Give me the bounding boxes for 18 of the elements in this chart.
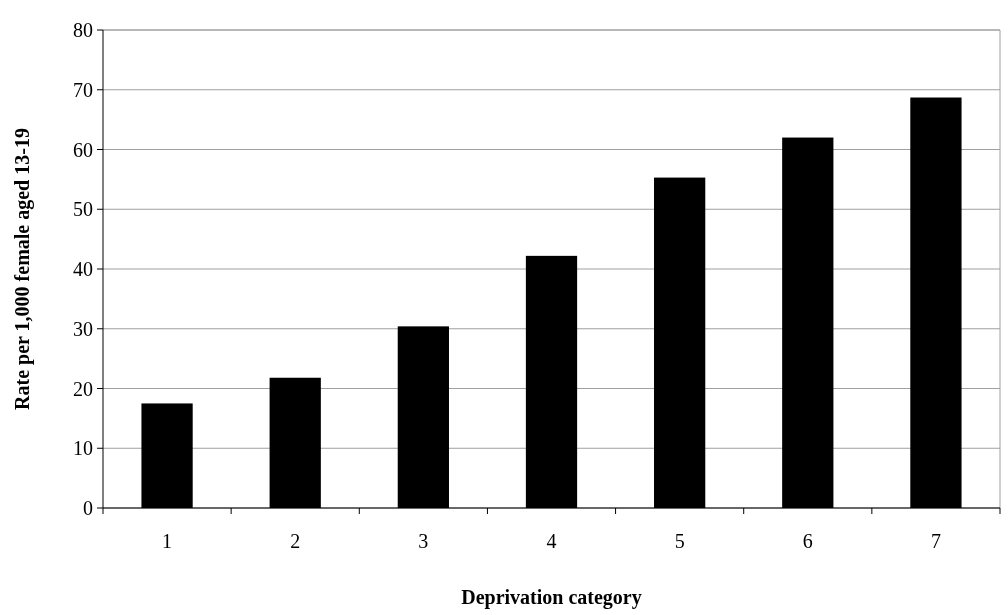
y-tick-label: 0 — [83, 497, 93, 519]
y-tick-label: 30 — [73, 317, 93, 340]
x-axis-title: Deprivation category — [461, 586, 642, 609]
y-tick-label: 70 — [73, 78, 93, 101]
x-tick-label: 1 — [162, 530, 173, 552]
x-tick-label: 6 — [802, 530, 813, 552]
y-tick-label: 40 — [73, 258, 93, 280]
y-tick-label: 60 — [73, 138, 93, 161]
x-tick-label: 4 — [546, 530, 557, 552]
y-tick-label: 50 — [73, 198, 93, 221]
x-tick-label: 2 — [290, 530, 301, 552]
x-tick-label: 5 — [674, 530, 685, 552]
y-tick-label: 80 — [73, 19, 93, 41]
y-tick-label: 10 — [73, 437, 93, 460]
x-tick-label: 3 — [418, 530, 429, 552]
x-tick-label: 7 — [930, 530, 941, 552]
y-axis-title: Rate per 1,000 female aged 13-19 — [11, 128, 34, 410]
y-tick-label: 20 — [73, 377, 93, 400]
